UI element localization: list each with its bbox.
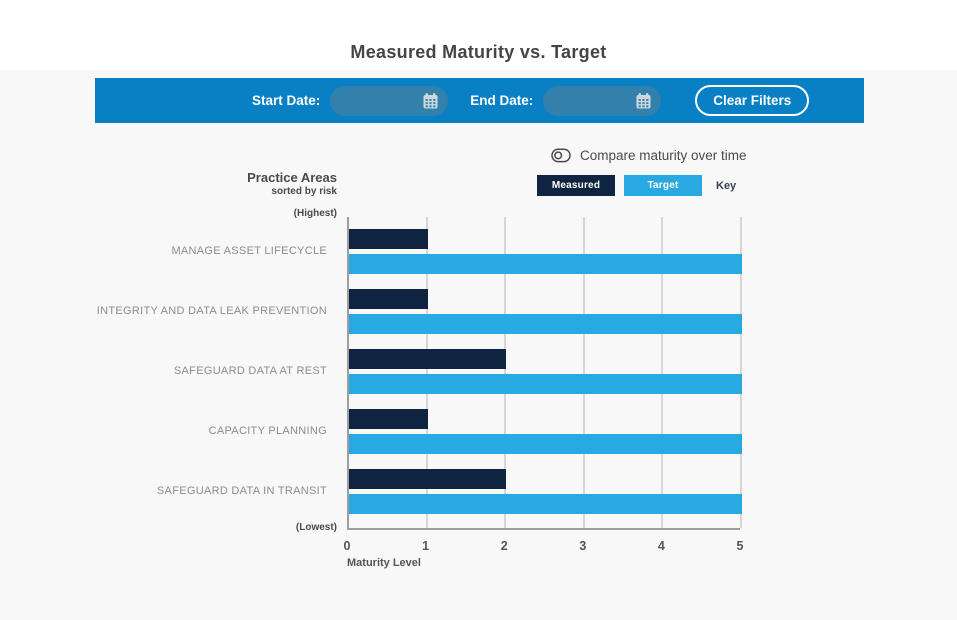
x-tick-label: 2 <box>500 539 508 553</box>
end-date-label: End Date: <box>470 93 534 108</box>
target-bar <box>349 314 742 334</box>
target-bar <box>349 434 742 454</box>
filter-bar: Start Date: End Date: <box>95 78 864 123</box>
gridline-x-4 <box>661 217 664 528</box>
category-label: SAFEGUARD DATA IN TRANSIT <box>156 485 327 497</box>
end-date-field[interactable] <box>555 85 636 116</box>
start-date-field[interactable] <box>342 85 423 116</box>
start-date-label: Start Date: <box>252 93 321 108</box>
category-label: SAFEGUARD DATA AT REST <box>173 365 327 377</box>
legend-key-label: Key <box>716 179 737 192</box>
x-tick-label: 1 <box>422 539 430 553</box>
compare-toggle-label: Compare maturity over time <box>580 148 747 163</box>
toggle-icon[interactable] <box>551 148 571 163</box>
highest-label: (Highest) <box>293 208 337 219</box>
legend-target-swatch: Target <box>624 175 702 196</box>
measured-bar <box>349 229 428 249</box>
x-axis-ticks: 0 1 2 3 4 5 <box>0 539 957 555</box>
gridline-x-5 <box>740 217 742 528</box>
x-axis-title: Maturity Level <box>347 557 421 569</box>
x-tick-label: 5 <box>736 539 744 553</box>
chart-plot-area <box>347 217 742 530</box>
category-labels: MANAGE ASSET LIFECYCLE INTEGRITY AND DATA… <box>0 217 337 530</box>
practice-areas-label: Practice Areas <box>247 170 337 185</box>
x-tick-label: 0 <box>343 539 351 553</box>
calendar-icon[interactable] <box>636 92 651 114</box>
gridline-x-2 <box>504 217 507 528</box>
gridline-x-3 <box>582 217 585 528</box>
calendar-icon[interactable] <box>423 92 438 114</box>
page-title: Measured Maturity vs. Target <box>350 42 607 62</box>
target-bar <box>349 374 742 394</box>
x-tick-label: 3 <box>579 539 587 553</box>
target-bar <box>349 494 742 514</box>
x-tick-label: 4 <box>657 539 665 553</box>
gridline-x-1 <box>425 217 428 528</box>
category-label: CAPACITY PLANNING <box>208 425 327 437</box>
end-date-input[interactable] <box>543 85 662 116</box>
chart-legend: Measured Target Key <box>537 175 736 196</box>
y-axis-title-block: Practice Areas sorted by risk <box>0 170 337 197</box>
clear-filters-button[interactable]: Clear Filters <box>695 85 810 116</box>
measured-bar <box>349 349 507 369</box>
measured-bar <box>349 409 428 429</box>
measured-bar <box>349 469 507 489</box>
compare-toggle-row[interactable]: Compare maturity over time <box>551 148 747 163</box>
measured-bar <box>349 289 428 309</box>
start-date-input[interactable] <box>330 85 449 116</box>
target-bar <box>349 254 742 274</box>
sorted-by-risk-label: sorted by risk <box>271 186 337 197</box>
category-label: MANAGE ASSET LIFECYCLE <box>171 245 327 257</box>
category-label: INTEGRITY AND DATA LEAK PREVENTION <box>96 305 327 317</box>
lowest-label: (Lowest) <box>295 522 337 533</box>
legend-measured-swatch: Measured <box>537 175 615 196</box>
